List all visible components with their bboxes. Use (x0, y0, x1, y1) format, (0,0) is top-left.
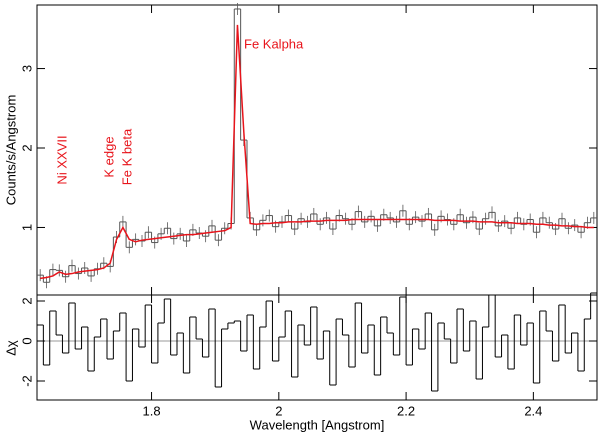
y-axis-label: Δχ (3, 340, 18, 356)
y-tick-label: 2 (19, 144, 34, 151)
annotation: Ni XXVII (54, 135, 69, 184)
annotation: K edge (101, 136, 116, 177)
step-connector (42, 8, 592, 283)
x-tick-label: 2.2 (397, 403, 415, 418)
x-axis-label: Wavelength [Angstrom] (250, 417, 385, 432)
annotation: Fe Kalpha (244, 36, 304, 51)
y-axis-label: Counts/s/Angstrom (3, 95, 18, 206)
bottom-frame (36, 294, 598, 401)
x-tick-label: 2 (275, 403, 282, 418)
model-line (40, 24, 594, 280)
y-tick-label: 0 (19, 337, 34, 344)
y-tick-label: 3 (19, 65, 34, 72)
x-tick-label: 1.8 (143, 403, 161, 418)
y-tick-label: -2 (19, 375, 34, 387)
x-tick-label: 2.4 (524, 403, 542, 418)
y-tick-label: 2 (19, 297, 34, 304)
annotation: Fe K beta (119, 128, 134, 185)
step-connector (42, 293, 592, 391)
y-tick-label: 1 (19, 224, 34, 231)
